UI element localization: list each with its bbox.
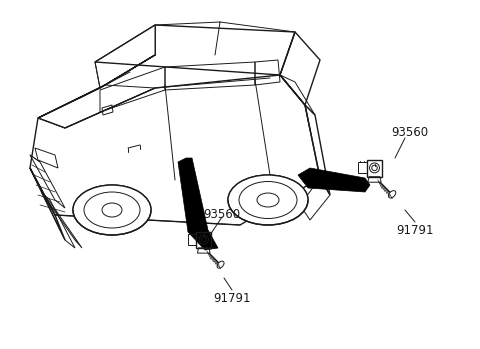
Ellipse shape <box>239 181 297 218</box>
Ellipse shape <box>84 192 140 228</box>
Polygon shape <box>178 158 218 250</box>
Ellipse shape <box>228 175 308 225</box>
Text: 91791: 91791 <box>213 291 251 304</box>
Text: 93560: 93560 <box>391 126 429 140</box>
Ellipse shape <box>73 185 151 235</box>
Text: 93560: 93560 <box>204 208 240 222</box>
Text: 91791: 91791 <box>396 223 434 237</box>
Ellipse shape <box>217 261 224 268</box>
Ellipse shape <box>102 203 122 217</box>
Ellipse shape <box>388 191 396 198</box>
Ellipse shape <box>257 193 279 207</box>
Polygon shape <box>298 168 370 192</box>
